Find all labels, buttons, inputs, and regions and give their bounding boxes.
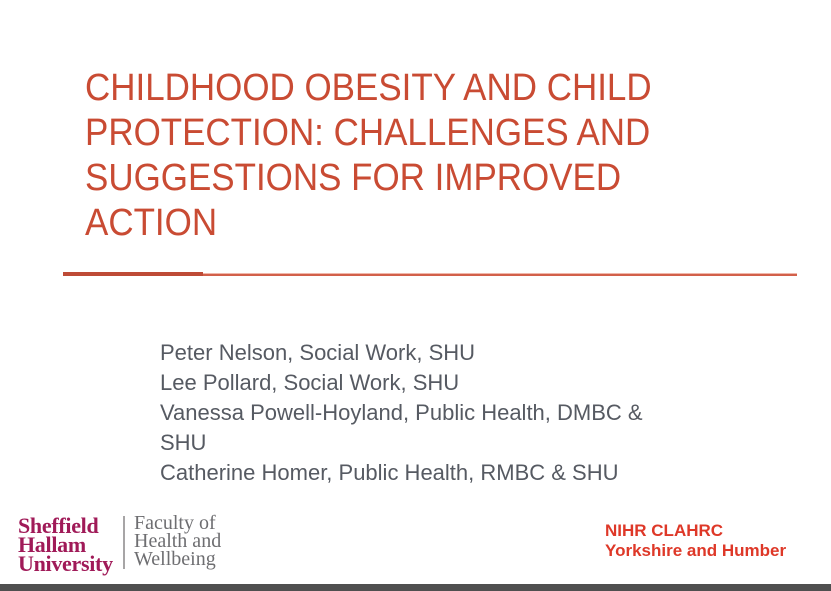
author-list: Peter Nelson, Social Work, SHU Lee Polla…: [160, 338, 680, 488]
title-divider-rule: [63, 272, 797, 276]
slide-title-line: ACTION: [85, 202, 218, 244]
title-divider-rule-thin-segment: [203, 273, 797, 276]
shu-logo-line: Hallam: [18, 532, 86, 557]
shu-logo-line: Sheffield: [18, 513, 99, 538]
faculty-label-line: Wellbeing: [134, 548, 216, 570]
nihr-clahrc-logo-line: NIHR CLAHRC: [605, 521, 724, 540]
bottom-edge-bar: [0, 584, 831, 591]
slide-title: CHILDHOOD OBESITY AND CHILD PROTECTION: …: [85, 66, 652, 246]
title-divider-rule-thick-segment: [63, 272, 203, 276]
sheffield-hallam-university-logo: Sheffield Hallam University: [18, 513, 113, 576]
author-entry: Catherine Homer, Public Health, RMBC & S…: [160, 460, 619, 485]
author-entry: Lee Pollard, Social Work, SHU: [160, 370, 460, 395]
shu-logo-line: University: [18, 551, 113, 576]
slide-title-line: CHILDHOOD OBESITY AND CHILD: [85, 67, 652, 109]
nihr-clahrc-logo: NIHR CLAHRC Yorkshire and Humber: [605, 521, 786, 561]
slide-title-line: SUGGESTIONS FOR IMPROVED: [85, 157, 622, 199]
author-entry: Peter Nelson, Social Work, SHU: [160, 340, 476, 365]
nihr-clahrc-logo-line: Yorkshire and Humber: [605, 541, 787, 560]
logo-vertical-divider: [123, 516, 125, 569]
author-entry: Vanessa Powell-Hoyland, Public Health, D…: [160, 400, 643, 455]
faculty-label-line: Faculty of: [134, 512, 216, 534]
slide-title-line: PROTECTION: CHALLENGES AND: [85, 112, 651, 154]
faculty-label-line: Health and: [134, 530, 222, 552]
faculty-label: Faculty of Health and Wellbeing: [134, 512, 222, 570]
